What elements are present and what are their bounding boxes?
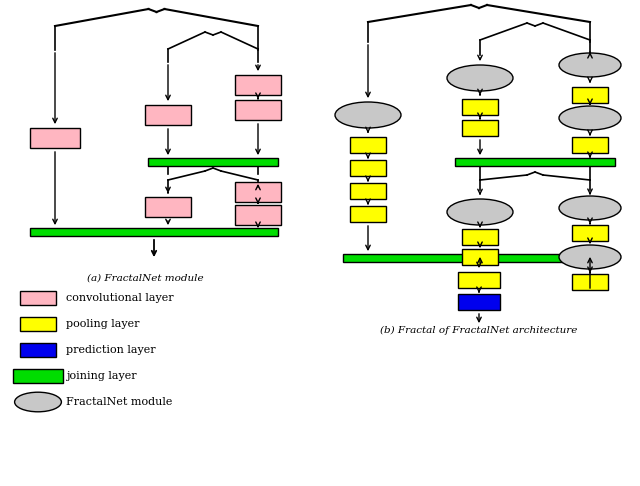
FancyBboxPatch shape xyxy=(235,182,281,202)
FancyBboxPatch shape xyxy=(458,294,500,310)
Ellipse shape xyxy=(335,102,401,128)
Ellipse shape xyxy=(15,392,61,412)
FancyBboxPatch shape xyxy=(458,272,500,288)
Ellipse shape xyxy=(559,106,621,130)
Text: (b) Fractal of FractalNet architecture: (b) Fractal of FractalNet architecture xyxy=(380,326,578,334)
FancyBboxPatch shape xyxy=(343,254,615,262)
FancyBboxPatch shape xyxy=(13,369,63,383)
Ellipse shape xyxy=(447,65,513,91)
FancyBboxPatch shape xyxy=(462,249,498,265)
FancyBboxPatch shape xyxy=(145,197,191,217)
FancyBboxPatch shape xyxy=(145,105,191,125)
Ellipse shape xyxy=(559,196,621,220)
FancyBboxPatch shape xyxy=(20,317,56,331)
FancyBboxPatch shape xyxy=(462,229,498,245)
FancyBboxPatch shape xyxy=(572,225,608,241)
FancyBboxPatch shape xyxy=(455,158,615,166)
Text: prediction layer: prediction layer xyxy=(66,345,156,355)
Ellipse shape xyxy=(559,245,621,269)
FancyBboxPatch shape xyxy=(235,75,281,95)
FancyBboxPatch shape xyxy=(30,128,80,148)
FancyBboxPatch shape xyxy=(572,274,608,290)
FancyBboxPatch shape xyxy=(350,160,386,176)
FancyBboxPatch shape xyxy=(235,205,281,225)
FancyBboxPatch shape xyxy=(30,228,278,236)
Ellipse shape xyxy=(559,53,621,77)
FancyBboxPatch shape xyxy=(462,120,498,136)
Text: pooling layer: pooling layer xyxy=(66,319,140,329)
FancyBboxPatch shape xyxy=(148,158,278,166)
FancyBboxPatch shape xyxy=(350,137,386,153)
FancyBboxPatch shape xyxy=(235,100,281,120)
Ellipse shape xyxy=(447,199,513,225)
FancyBboxPatch shape xyxy=(350,206,386,222)
FancyBboxPatch shape xyxy=(20,343,56,357)
FancyBboxPatch shape xyxy=(350,183,386,199)
Text: joining layer: joining layer xyxy=(66,371,136,381)
FancyBboxPatch shape xyxy=(572,87,608,103)
Text: convolutional layer: convolutional layer xyxy=(66,293,173,303)
Text: (a) FractalNet module: (a) FractalNet module xyxy=(86,274,204,282)
FancyBboxPatch shape xyxy=(572,137,608,153)
FancyBboxPatch shape xyxy=(20,291,56,305)
Text: FractalNet module: FractalNet module xyxy=(66,397,172,407)
FancyBboxPatch shape xyxy=(462,99,498,115)
